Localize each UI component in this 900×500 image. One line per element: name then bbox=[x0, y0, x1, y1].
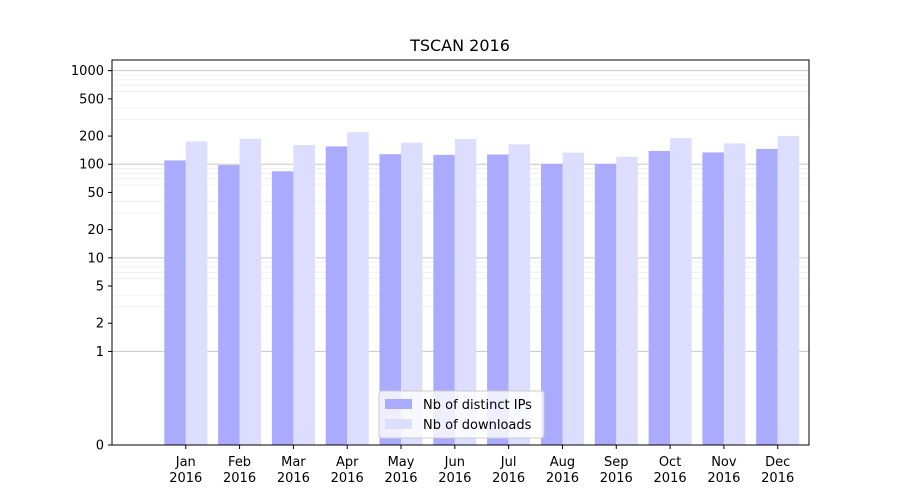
bar-distinct-ips bbox=[541, 163, 563, 446]
bar-distinct-ips bbox=[433, 154, 455, 445]
bars bbox=[164, 132, 800, 446]
bar-distinct-ips bbox=[271, 171, 294, 446]
x-tick-label: Dec 2016 bbox=[761, 455, 794, 486]
bar-distinct-ips bbox=[218, 165, 240, 445]
bar-distinct-ips bbox=[325, 146, 348, 445]
x-axis: Jan 2016 Feb 2016 Mar 2016 Apr 2016 May 2016 Jun 20… bbox=[169, 445, 794, 486]
bar-distinct-ips bbox=[487, 154, 509, 445]
legend-swatch bbox=[385, 419, 412, 429]
x-tick-label: Jul 2016 bbox=[492, 455, 525, 486]
bar-downloads bbox=[670, 138, 692, 445]
y-tick-label: 10 bbox=[87, 251, 104, 266]
bar-downloads bbox=[777, 136, 800, 445]
bar-distinct-ips bbox=[702, 152, 724, 445]
x-tick-label: Apr 2016 bbox=[331, 455, 364, 486]
legend-label: Nb of downloads bbox=[423, 418, 532, 433]
y-tick-label: 200 bbox=[79, 130, 104, 145]
bar-downloads bbox=[616, 156, 638, 446]
x-tick-label: Nov 2016 bbox=[707, 455, 740, 486]
y-tick-label: 500 bbox=[79, 92, 104, 107]
y-axis: 0 1 2 5 10 20 50 100 200 500 1000 bbox=[71, 64, 112, 454]
bar-downloads bbox=[293, 145, 315, 445]
bar-downloads bbox=[454, 139, 477, 445]
y-tick-label: 1 bbox=[96, 345, 104, 360]
legend-label: Nb of distinct IPs bbox=[423, 398, 532, 413]
y-tick-label: 5 bbox=[96, 280, 104, 295]
x-tick-label: Mar 2016 bbox=[277, 455, 310, 486]
x-tick-label: Jan 2016 bbox=[169, 455, 202, 486]
bar-downloads bbox=[723, 143, 746, 445]
bar-downloads bbox=[401, 142, 423, 445]
bar-distinct-ips bbox=[164, 160, 186, 445]
bar-downloads bbox=[239, 138, 262, 446]
y-tick-label: 100 bbox=[79, 158, 104, 173]
legend-box bbox=[378, 390, 545, 439]
x-tick-label: Oct 2016 bbox=[654, 455, 687, 486]
bar-downloads bbox=[185, 141, 208, 445]
bar-distinct-ips bbox=[648, 150, 671, 445]
x-tick-label: Feb 2016 bbox=[223, 455, 256, 486]
y-tick-label: 20 bbox=[87, 223, 104, 238]
y-tick-label: 50 bbox=[87, 186, 104, 201]
y-tick-label: 1000 bbox=[71, 64, 104, 79]
bar-downloads bbox=[562, 152, 584, 445]
x-tick-label: Jun 2016 bbox=[438, 455, 471, 486]
y-tick-label: 0 bbox=[96, 439, 104, 454]
bar-distinct-ips bbox=[594, 163, 617, 446]
bar-downloads bbox=[508, 144, 531, 445]
bar-distinct-ips bbox=[379, 154, 401, 445]
x-tick-label: May 2016 bbox=[384, 455, 417, 486]
y-tick-label: 2 bbox=[96, 317, 104, 332]
plot-frame bbox=[111, 59, 810, 446]
chart-title: TSCAN 2016 bbox=[409, 36, 510, 55]
bar-distinct-ips bbox=[756, 148, 778, 445]
legend: Nb of distinct IPs Nb of downloads bbox=[378, 390, 545, 439]
bar-downloads bbox=[347, 132, 369, 445]
x-tick-label: Aug 2016 bbox=[546, 455, 579, 486]
legend-swatch bbox=[385, 399, 412, 409]
x-tick-label: Sep 2016 bbox=[600, 455, 633, 486]
